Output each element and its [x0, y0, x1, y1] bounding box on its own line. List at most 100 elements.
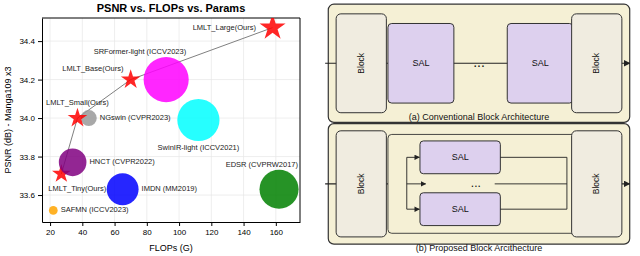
tick-label: 160	[270, 228, 284, 237]
tick-label: 20	[46, 228, 55, 237]
y-tick: 34.2	[19, 76, 42, 85]
diagram-label: (b) Proposed Block Arcithecture	[416, 243, 543, 253]
fork-arrow	[407, 183, 426, 184]
block-box	[336, 131, 386, 237]
tick-label: 40	[78, 228, 87, 237]
y-tick: 34.0	[19, 114, 42, 123]
tick-mark	[38, 41, 42, 42]
collector-line	[495, 183, 567, 184]
tick-mark	[115, 222, 116, 226]
diagram-label: Block	[356, 52, 366, 74]
x-tick: 20	[46, 222, 55, 237]
point-label: LMLT_Large(Ours)	[193, 23, 257, 32]
sal-box	[388, 23, 454, 103]
block-box	[336, 14, 386, 113]
tick-mark	[211, 222, 212, 226]
point	[260, 18, 286, 39]
tick-mark	[38, 157, 42, 158]
point	[177, 99, 219, 141]
point	[59, 149, 87, 177]
axis-line	[42, 19, 43, 223]
tick-mark	[38, 118, 42, 119]
sal-box	[420, 141, 500, 174]
point-label: LMLT_Base(Ours)	[62, 64, 124, 73]
tick-mark	[244, 222, 245, 226]
chart-title: PSNR vs. FLOPs vs. Params	[97, 2, 246, 14]
point-label: LMLT_Tiny(Ours)	[48, 184, 106, 193]
point-label: LMLT_Small(Ours)	[46, 98, 109, 107]
collector-line	[500, 157, 567, 158]
x-tick: 40	[78, 222, 87, 237]
diagram-label: (a) Conventional Block Architecture	[409, 112, 550, 122]
point-label: HNCT (CVPR2022)	[89, 157, 155, 166]
container	[328, 124, 629, 245]
tick-label: 100	[173, 228, 187, 237]
x-tick: 120	[205, 222, 219, 237]
point	[259, 170, 298, 209]
diagram-label: Block	[356, 173, 366, 195]
point	[68, 108, 88, 127]
inner-container	[388, 134, 583, 233]
x-tick: 140	[237, 222, 251, 237]
collector-line	[500, 209, 567, 210]
diagram-label: ...	[473, 54, 485, 70]
fork-arrow	[407, 157, 420, 158]
axis-line	[43, 222, 301, 223]
diagram-label: SAL	[452, 152, 469, 162]
tick-mark	[38, 195, 42, 196]
point-label: NGswin (CVPR2023)	[100, 113, 171, 122]
x-tick: 60	[111, 222, 120, 237]
tick-mark	[50, 222, 51, 226]
sal-box	[420, 193, 500, 226]
point-label: EDSR (CVPRW2017)	[226, 160, 299, 169]
point-labels: SAFMN (ICCV2023) LMLT_Tiny(Ours) HNCT (CVP…	[46, 23, 298, 215]
point	[121, 69, 141, 88]
diagram-label: SAL	[532, 58, 549, 68]
tick-label: 33.8	[19, 153, 35, 162]
fork-line	[406, 157, 407, 209]
tick-label: 80	[143, 228, 152, 237]
point	[81, 110, 97, 126]
block-box	[572, 14, 622, 113]
fork-arrow	[407, 209, 420, 210]
plot-frame	[42, 18, 300, 19]
y-axis-title: PSNR (dB) - Manga109 x3	[3, 66, 13, 173]
diagram-label: SAL	[452, 204, 469, 214]
tick-label: 33.6	[19, 191, 35, 200]
point-label: SAFMN (ICCV2023)	[61, 205, 129, 214]
y-axis: 33.6 33.8 34.0 34.2 34.4	[19, 19, 42, 223]
collector-line	[566, 157, 567, 209]
tick-mark	[147, 222, 148, 226]
diagram-label: SAL	[412, 58, 429, 68]
block-box	[572, 131, 622, 237]
plot-area	[49, 18, 299, 215]
sal-box	[507, 23, 573, 103]
tick-label: 34.4	[19, 37, 35, 46]
plot-frame	[300, 18, 301, 222]
x-axis-title: FLOPs (G)	[149, 243, 193, 253]
grid	[42, 18, 300, 222]
x-tick: 100	[173, 222, 187, 237]
grid-line	[243, 18, 244, 222]
tick-mark	[276, 222, 277, 226]
tick-label: 34.2	[19, 76, 35, 85]
tick-mark	[38, 80, 42, 81]
container	[328, 4, 629, 122]
tick-label: 140	[237, 228, 251, 237]
diagram-label: Block	[591, 173, 601, 195]
x-tick: 80	[143, 222, 152, 237]
x-tick: 160	[270, 222, 284, 237]
point	[144, 57, 189, 102]
diagram-label: ...	[471, 176, 481, 190]
point	[107, 173, 139, 205]
y-tick: 34.4	[19, 37, 42, 46]
tick-mark	[179, 222, 180, 226]
tick-label: 34.0	[19, 114, 35, 123]
y-tick: 33.8	[19, 153, 42, 162]
y-tick: 33.6	[19, 191, 42, 200]
x-axis: 20 40 60 80 100 120 140 160	[43, 222, 301, 237]
diagram: Block SAL... SAL Block (a) Conventional Bloc…	[325, 4, 630, 253]
point	[49, 206, 58, 215]
tick-label: 120	[205, 228, 219, 237]
grid-line	[42, 41, 300, 42]
